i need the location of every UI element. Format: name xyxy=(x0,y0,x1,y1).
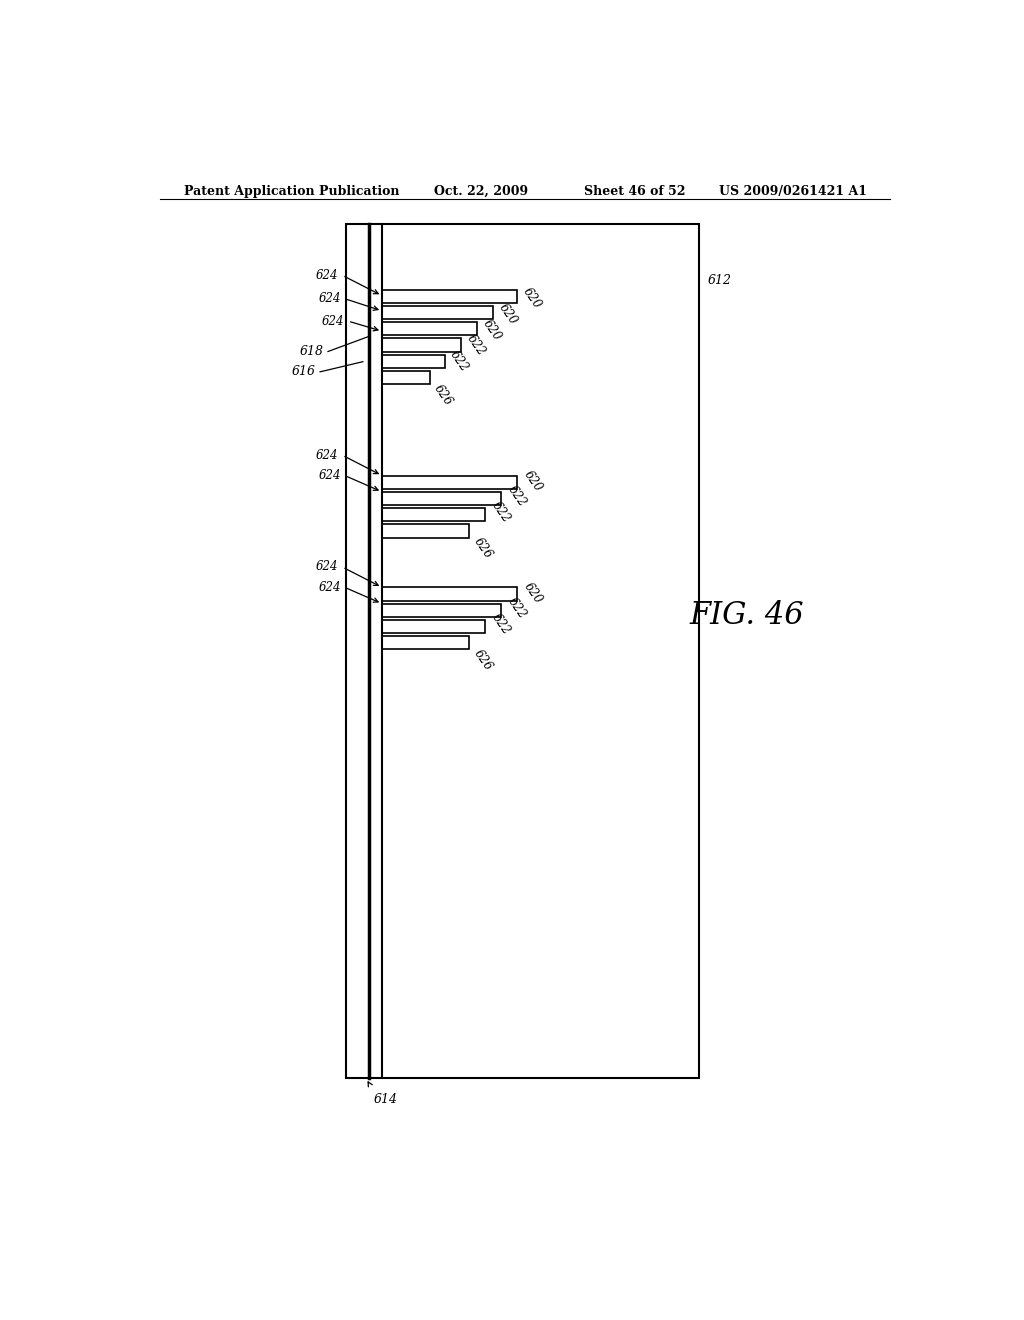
Text: 612: 612 xyxy=(708,273,731,286)
Text: 622: 622 xyxy=(447,348,471,374)
Text: 626: 626 xyxy=(471,535,495,561)
Bar xyxy=(382,508,485,521)
Text: Sheet 46 of 52: Sheet 46 of 52 xyxy=(585,185,686,198)
Text: FIG. 46: FIG. 46 xyxy=(690,601,804,631)
Text: 614: 614 xyxy=(374,1093,398,1106)
Text: 622: 622 xyxy=(465,331,488,358)
Bar xyxy=(382,306,494,319)
Text: 620: 620 xyxy=(521,579,545,606)
Text: Patent Application Publication: Patent Application Publication xyxy=(183,185,399,198)
Text: Oct. 22, 2009: Oct. 22, 2009 xyxy=(433,185,527,198)
Bar xyxy=(346,224,699,1078)
Bar xyxy=(382,587,517,601)
Text: 622: 622 xyxy=(489,499,513,525)
Bar xyxy=(382,355,445,368)
Bar xyxy=(382,322,477,335)
Text: 622: 622 xyxy=(489,611,513,638)
Bar xyxy=(382,475,517,488)
Text: 624: 624 xyxy=(322,314,344,327)
Text: 620: 620 xyxy=(497,301,520,327)
Text: 624: 624 xyxy=(318,469,341,482)
Bar xyxy=(382,338,461,351)
Bar xyxy=(382,524,469,537)
Bar xyxy=(382,371,430,384)
Text: 626: 626 xyxy=(471,647,495,673)
Text: 624: 624 xyxy=(315,269,338,281)
Text: 626: 626 xyxy=(431,383,455,409)
Bar xyxy=(382,620,485,634)
Text: 620: 620 xyxy=(480,318,504,343)
Text: 618: 618 xyxy=(300,345,324,358)
Text: 620: 620 xyxy=(520,285,544,312)
Text: 622: 622 xyxy=(505,483,528,510)
Text: 624: 624 xyxy=(318,292,341,305)
Bar xyxy=(382,636,469,649)
Text: US 2009/0261421 A1: US 2009/0261421 A1 xyxy=(719,185,867,198)
Bar xyxy=(382,492,501,506)
Text: 616: 616 xyxy=(292,366,316,379)
Text: 624: 624 xyxy=(318,581,341,594)
Text: 622: 622 xyxy=(505,595,528,620)
Text: 620: 620 xyxy=(521,469,545,494)
Text: 624: 624 xyxy=(315,449,338,462)
Bar xyxy=(382,603,501,616)
Text: 624: 624 xyxy=(315,561,338,573)
Bar xyxy=(382,289,517,302)
